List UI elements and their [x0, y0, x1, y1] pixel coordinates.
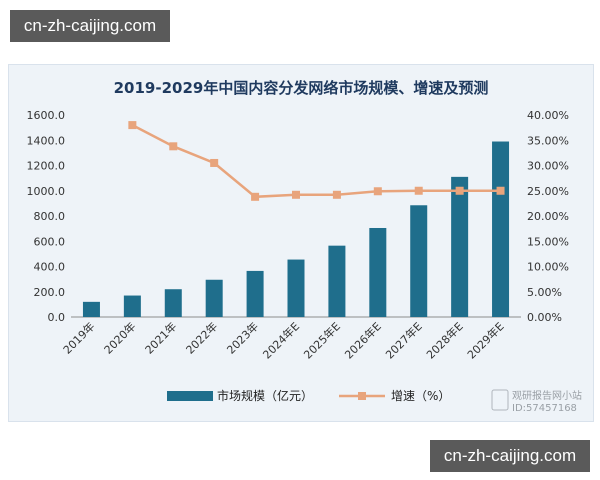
legend: 市场规模（亿元） 增速（%）: [167, 388, 450, 403]
source-stamp: 观研报告网小站 ID:57457168: [491, 389, 582, 414]
y-left-tick-label: 1200.0: [27, 160, 66, 173]
x-tick-label: 2019年: [60, 319, 97, 356]
y-left-tick-label: 600.0: [34, 235, 66, 248]
growth-point: [496, 186, 505, 195]
y-left-tick-label: 1600.0: [27, 109, 66, 122]
bar: [410, 205, 428, 317]
x-tick-label: 2027年E: [382, 319, 424, 361]
bar: [123, 295, 141, 317]
stamp-line-2: ID:57457168: [512, 403, 577, 414]
x-tick-label: 2024年E: [260, 319, 302, 361]
x-tick-label: 2020年: [101, 319, 138, 356]
y-right-tick-label: 15.00%: [527, 235, 569, 248]
watermark-top: cn-zh-caijing.com: [10, 10, 170, 42]
legend-line-marker: [358, 392, 366, 400]
legend-bar-label: 市场规模（亿元）: [217, 388, 313, 403]
y-left-tick-label: 0.0: [48, 311, 66, 324]
growth-point: [414, 186, 423, 195]
growth-point: [169, 142, 178, 151]
bar: [82, 301, 100, 317]
chart-title: 2019-2029年中国内容分发网络市场规模、增速及预测: [114, 79, 489, 97]
growth-point: [332, 190, 341, 199]
legend-bar-swatch: [167, 391, 213, 401]
y-left-tick-label: 1400.0: [27, 134, 66, 147]
bar: [287, 259, 305, 317]
y-right-tick-label: 10.00%: [527, 261, 569, 274]
y-left-tick-label: 200.0: [34, 286, 66, 299]
y-right-tick-label: 40.00%: [527, 109, 569, 122]
y-right-tick-label: 30.00%: [527, 160, 569, 173]
bar: [246, 270, 264, 317]
chart-panel: 2019-2029年中国内容分发网络市场规模、增速及预测 0.0 200.0 400…: [8, 64, 594, 422]
x-tick-label: 2026年E: [342, 319, 384, 361]
x-tick-label: 2021年: [142, 319, 179, 356]
x-tick-label: 2023年: [224, 319, 261, 356]
legend-line-label: 增速（%）: [391, 389, 450, 403]
growth-line: [131, 123, 501, 199]
x-tick-label: 2025年E: [301, 319, 343, 361]
bar: [451, 176, 469, 317]
x-tick-label: 2028年E: [423, 319, 465, 361]
y-right-tick-label: 5.00%: [527, 286, 562, 299]
x-axis-labels: 2019年 2020年 2021年 2022年 2023年 2024年E 2025年E 202…: [60, 319, 507, 361]
y-right-tick-label: 20.00%: [527, 210, 569, 223]
y-right-tick-label: 35.00%: [527, 134, 569, 147]
growth-point: [292, 190, 300, 199]
chart-canvas: 2019-2029年中国内容分发网络市场规模、增速及预测 0.0 200.0 400…: [27, 79, 583, 414]
y-right-tick-label: 25.00%: [527, 185, 569, 198]
bar: [205, 279, 223, 317]
y-left-tick-label: 800.0: [34, 210, 66, 223]
bar: [492, 141, 510, 317]
axes: 0.0 200.0 400.0 600.0 800.0 1000.0 1200.0 1400.…: [27, 109, 569, 324]
watermark-bottom: cn-zh-caijing.com: [430, 440, 590, 472]
y-left-tick-label: 1000.0: [27, 185, 66, 198]
bar: [369, 227, 387, 317]
bar-series: [82, 141, 510, 317]
y-left-tick-label: 400.0: [34, 261, 66, 274]
stamp-line-1: 观研报告网小站: [512, 389, 582, 402]
growth-point: [251, 192, 260, 201]
bar: [164, 289, 182, 317]
x-tick-label: 2022年: [183, 319, 220, 356]
bar: [328, 245, 346, 317]
stamp-logo-icon: [491, 389, 509, 411]
growth-point: [210, 158, 219, 167]
growth-point: [373, 187, 382, 196]
growth-point: [128, 121, 137, 130]
y-right-tick-label: 0.00%: [527, 311, 562, 324]
growth-point: [455, 186, 464, 195]
x-tick-label: 2029年E: [464, 319, 506, 361]
growth-line-series: [128, 121, 505, 201]
